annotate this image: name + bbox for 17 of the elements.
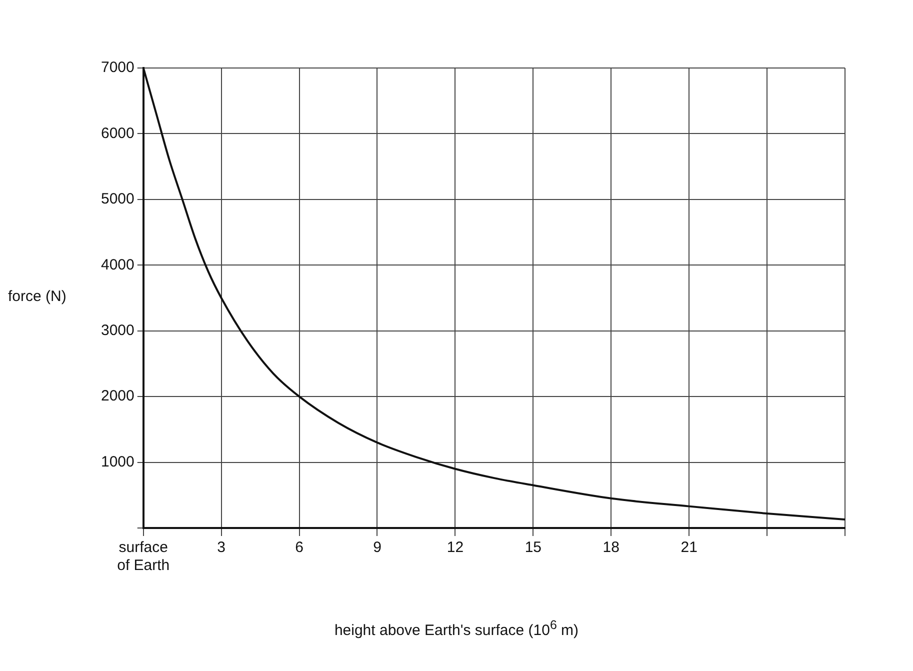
x-tick-label: 6 <box>295 539 304 556</box>
y-tick-label: 2000 <box>100 388 134 405</box>
x-tick-label: 21 <box>680 539 698 556</box>
x-axis-title: height above Earth's surface (10$^{6}$ m) <box>333 618 580 639</box>
y-axis-title: force (N) <box>8 288 68 305</box>
x-tick-label: 3 <box>217 539 226 556</box>
y-tick-label: 5000 <box>100 190 134 208</box>
y-tick-label: 4000 <box>100 256 134 274</box>
x-tick-label: 18 <box>602 539 620 556</box>
y-tick-label: 6000 <box>100 124 134 142</box>
x-tick-label: 12 <box>446 539 464 556</box>
x-tick-label: surface of Earth <box>117 539 170 574</box>
y-tick-label: 1000 <box>100 453 134 470</box>
x-tick-label: 15 <box>524 539 542 556</box>
y-tick-label: 3000 <box>100 322 134 339</box>
y-tick-label: 7000 <box>100 59 134 76</box>
x-tick-label: 9 <box>373 539 382 556</box>
